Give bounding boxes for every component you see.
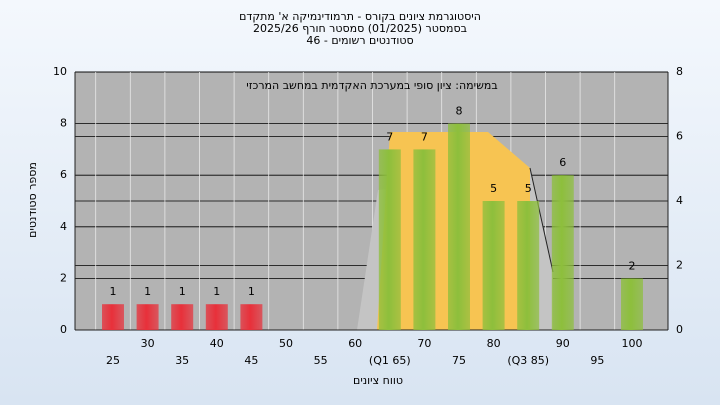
bar: [517, 201, 540, 330]
bar: [621, 278, 643, 330]
bar: [413, 149, 436, 330]
x-tick-label: 60: [348, 337, 362, 350]
bar: [551, 175, 574, 330]
x-tick-label: 35: [175, 354, 189, 367]
bar: [240, 304, 263, 330]
x-tick-label: 55: [314, 354, 328, 367]
data-label: 2: [629, 259, 636, 272]
x-tick-label: (Q3 85): [507, 354, 549, 367]
x-tick-label: 30: [141, 337, 155, 350]
x-tick-label: 25: [106, 354, 120, 367]
x-tick-label: 95: [590, 354, 604, 367]
bar: [102, 304, 124, 330]
x-tick-label: 70: [417, 337, 431, 350]
x-tick-label: 90: [556, 337, 570, 350]
data-label: 5: [490, 182, 497, 195]
bar: [378, 149, 401, 330]
data-label: 5: [525, 182, 532, 195]
y-tick-label: 10: [53, 65, 67, 78]
x-tick-label: 75: [452, 354, 466, 367]
x-tick-label: 80: [487, 337, 501, 350]
data-label: 1: [144, 285, 151, 298]
bar: [205, 304, 228, 330]
x-tick-label: 100: [622, 337, 643, 350]
whisker: [529, 167, 554, 273]
y2-tick-label: 4: [676, 194, 683, 207]
data-label: 1: [179, 285, 186, 298]
bar: [136, 304, 159, 330]
data-label: 8: [456, 105, 463, 118]
y2-tick-label: 8: [676, 65, 683, 78]
x-axis-label: טווח ציונים: [353, 374, 403, 387]
y-axis-label: מספר סטודנטים: [26, 162, 39, 238]
bar: [171, 304, 194, 330]
y-tick-label: 4: [60, 220, 67, 233]
bar: [482, 201, 505, 330]
data-label: 7: [386, 130, 393, 143]
title-line: בסמסטר (01/2025) סמסטר חורף 2025/26: [253, 22, 467, 35]
y-tick-label: 6: [60, 168, 67, 181]
x-tick-label: 40: [210, 337, 224, 350]
data-label: 6: [559, 156, 566, 169]
x-tick-label: 45: [244, 354, 258, 367]
y-tick-label: 8: [60, 117, 67, 130]
x-tick-label: 50: [279, 337, 293, 350]
y2-tick-label: 2: [676, 259, 683, 272]
data-label: 1: [248, 285, 255, 298]
data-label: 1: [213, 285, 220, 298]
y2-tick-label: 6: [676, 130, 683, 143]
data-label: 7: [421, 130, 428, 143]
annotation: במשימה: ציון סופי במערכת האקדמית במחשב ה…: [246, 79, 497, 92]
x-tick-label: (Q1 65): [369, 354, 411, 367]
y2-tick-label: 0: [676, 323, 683, 336]
title-line: היסטוגרמת ציונים בקורס - תרמודינמיקה א' …: [239, 10, 481, 23]
bar: [448, 123, 470, 330]
y-tick-label: 0: [60, 323, 67, 336]
title-line: סטודנטים רשומים - 46: [306, 34, 413, 47]
y-tick-label: 2: [60, 271, 67, 284]
data-label: 1: [110, 285, 117, 298]
